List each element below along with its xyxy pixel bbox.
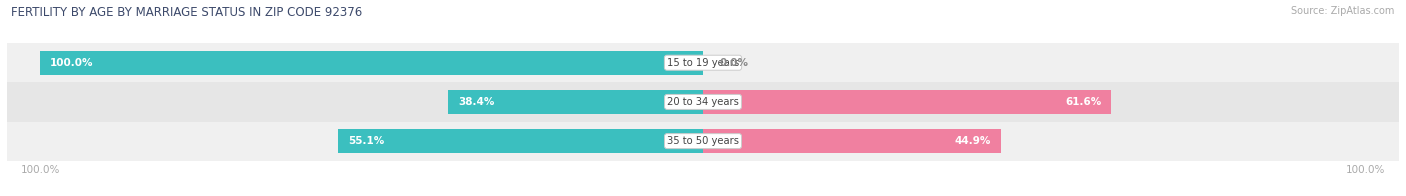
- Bar: [703, 90, 1111, 114]
- Text: FERTILITY BY AGE BY MARRIAGE STATUS IN ZIP CODE 92376: FERTILITY BY AGE BY MARRIAGE STATUS IN Z…: [11, 6, 363, 19]
- Text: 61.6%: 61.6%: [1066, 97, 1101, 107]
- Bar: [7, 43, 1399, 82]
- Bar: [449, 90, 703, 114]
- Bar: [7, 122, 1399, 161]
- Text: 38.4%: 38.4%: [458, 97, 495, 107]
- Text: 15 to 19 years: 15 to 19 years: [666, 58, 740, 68]
- Bar: [703, 129, 1001, 153]
- Bar: [41, 51, 703, 75]
- Text: 0.0%: 0.0%: [720, 58, 748, 68]
- Text: 55.1%: 55.1%: [347, 136, 384, 146]
- Text: Source: ZipAtlas.com: Source: ZipAtlas.com: [1291, 6, 1395, 16]
- Text: 44.9%: 44.9%: [955, 136, 991, 146]
- Text: 35 to 50 years: 35 to 50 years: [666, 136, 740, 146]
- Text: 20 to 34 years: 20 to 34 years: [666, 97, 740, 107]
- Text: 100.0%: 100.0%: [51, 58, 94, 68]
- Bar: [7, 82, 1399, 122]
- Bar: [337, 129, 703, 153]
